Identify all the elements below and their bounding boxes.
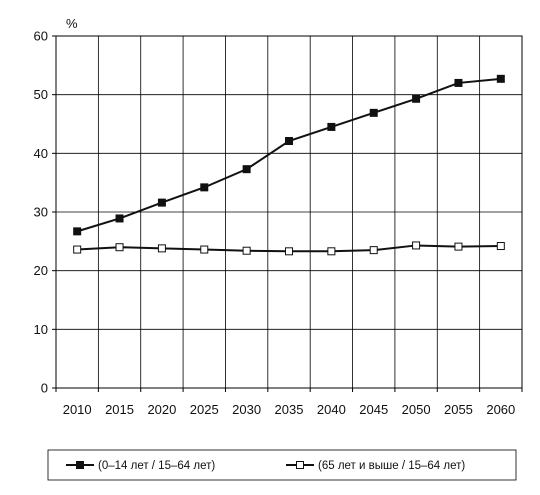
series-1 <box>73 74 505 236</box>
y-tick-label: 0 <box>41 381 48 396</box>
data-point <box>200 245 209 254</box>
chart-series <box>73 74 505 256</box>
data-point <box>157 244 166 253</box>
data-point <box>242 246 251 255</box>
data-point <box>369 246 378 255</box>
x-tick-label: 2055 <box>444 402 473 417</box>
y-tick-label: 20 <box>34 263 48 278</box>
data-point <box>285 137 293 146</box>
legend-label: (0–14 лет / 15–64 лет) <box>98 460 215 472</box>
legend: (0–14 лет / 15–64 лет) (65 лет и выше / 1… <box>47 449 517 481</box>
legend-marker <box>296 461 304 469</box>
x-tick-label: 2020 <box>147 402 176 417</box>
data-point <box>327 247 336 256</box>
legend-marker <box>76 461 84 469</box>
y-tick-label: 50 <box>34 87 48 102</box>
x-tick-label: 2035 <box>275 402 304 417</box>
data-point <box>496 242 505 251</box>
x-tick-label: 2060 <box>486 402 515 417</box>
y-tick-label: 60 <box>34 29 48 44</box>
series-2 <box>73 241 505 256</box>
data-point <box>412 94 421 103</box>
x-tick-label: 2015 <box>105 402 134 417</box>
data-point <box>496 74 505 83</box>
x-axis-ticks: 2010 2015 2020 2025 2030 2035 2040 2045 2050 2055… <box>55 388 523 417</box>
y-tick-label: 40 <box>34 146 48 161</box>
x-tick-label: 2045 <box>359 402 388 417</box>
y-tick-label: 30 <box>34 205 48 220</box>
data-point <box>115 214 124 223</box>
x-tick-label: 2040 <box>317 402 346 417</box>
x-tick-label: 2010 <box>63 402 92 417</box>
data-point <box>327 122 336 131</box>
data-point <box>157 198 166 207</box>
data-point <box>242 165 251 174</box>
legend-label: (65 лет и выше / 15–64 лет) <box>318 460 465 472</box>
chart-grid <box>56 36 522 388</box>
data-point <box>200 183 209 192</box>
legend-box <box>47 449 517 481</box>
x-tick-label: 2025 <box>190 402 219 417</box>
x-tick-label: 2050 <box>402 402 431 417</box>
data-point <box>412 241 421 250</box>
data-point <box>115 243 124 252</box>
x-tick-label: 2030 <box>232 402 261 417</box>
data-point <box>454 78 463 87</box>
data-point <box>73 245 82 254</box>
y-axis-ticks: 0 10 20 30 40 50 60 <box>34 29 56 396</box>
data-point <box>454 242 463 251</box>
data-point <box>369 108 378 117</box>
data-point <box>73 227 82 236</box>
y-axis-unit-label: % <box>66 16 78 31</box>
data-point <box>285 247 293 256</box>
y-tick-label: 10 <box>34 322 48 337</box>
